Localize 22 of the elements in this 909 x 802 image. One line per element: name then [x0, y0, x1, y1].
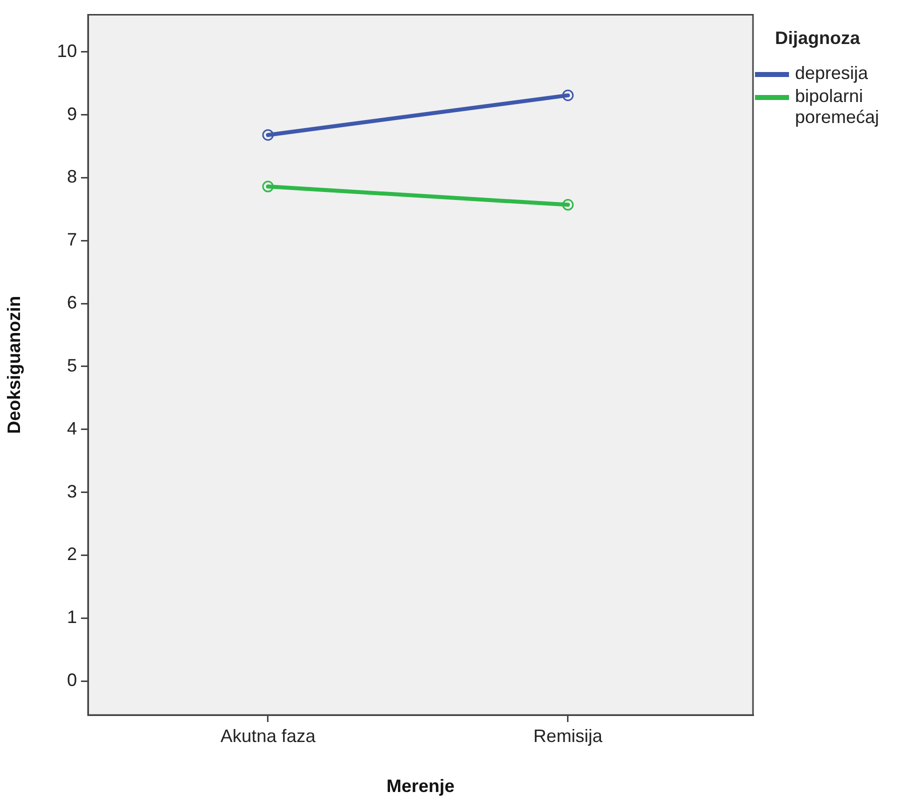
y-tick-label: 3	[66, 481, 77, 502]
y-tick-label: 4	[66, 418, 77, 438]
y-tick-label: 7	[66, 230, 77, 250]
y-tick-label: 6	[66, 292, 77, 313]
x-tick-label: Akutna faza	[220, 726, 316, 746]
point	[262, 129, 274, 141]
y-tick-label: 0	[66, 670, 77, 690]
y-tick-label: 8	[66, 166, 77, 187]
y-axis-title: Deoksiguanozin	[4, 296, 24, 434]
x-axis-title: Merenje	[386, 776, 455, 796]
point	[562, 199, 574, 211]
x-tick-label: Remisija	[533, 726, 604, 746]
y-tick-label: 5	[66, 355, 77, 376]
legend-label: bipolarni poremećaj	[795, 86, 880, 128]
legend-label: depresija	[795, 63, 868, 84]
y-tick-label: 10	[56, 40, 77, 61]
legend-title: Dijagnoza	[775, 28, 862, 49]
y-tick-label: 1	[66, 607, 77, 628]
y-tick-label: 2	[66, 544, 77, 564]
point	[262, 180, 274, 192]
y-tick-label: 9	[66, 104, 77, 124]
point	[562, 90, 574, 102]
